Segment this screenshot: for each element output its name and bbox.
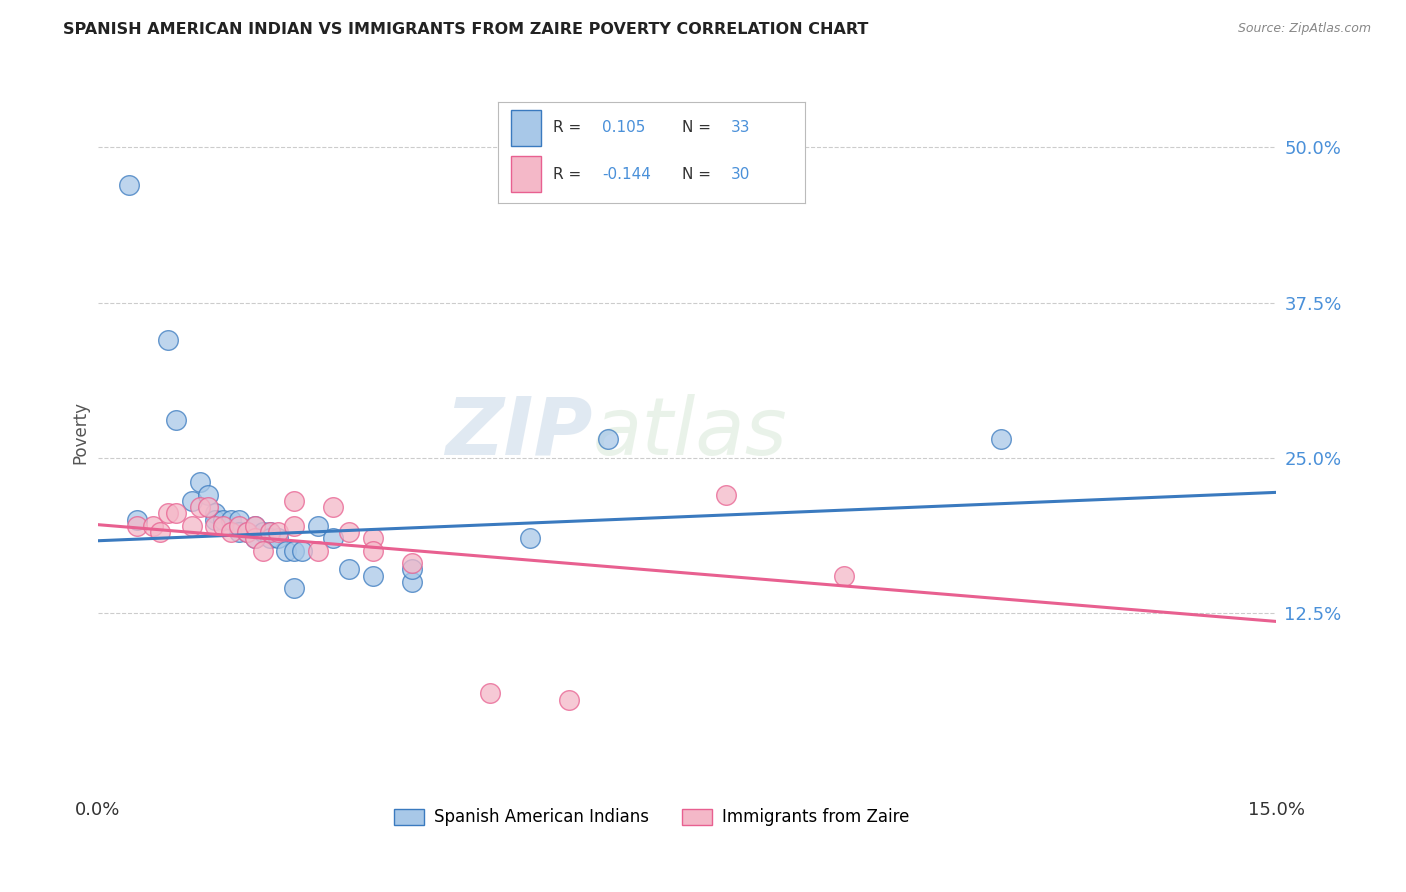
Point xyxy=(259,525,281,540)
Point xyxy=(252,543,274,558)
Point xyxy=(197,500,219,515)
Point xyxy=(212,519,235,533)
Point xyxy=(519,531,541,545)
Point xyxy=(157,333,180,347)
Point xyxy=(219,525,242,540)
Point xyxy=(322,500,344,515)
Y-axis label: Poverty: Poverty xyxy=(72,401,89,465)
Text: SPANISH AMERICAN INDIAN VS IMMIGRANTS FROM ZAIRE POVERTY CORRELATION CHART: SPANISH AMERICAN INDIAN VS IMMIGRANTS FR… xyxy=(63,22,869,37)
Point xyxy=(197,488,219,502)
Point xyxy=(228,513,250,527)
Point xyxy=(219,513,242,527)
Point xyxy=(118,178,141,192)
Point xyxy=(204,507,226,521)
Point xyxy=(598,432,620,446)
Point xyxy=(361,568,384,582)
Point xyxy=(990,432,1012,446)
Point xyxy=(236,525,259,540)
Point xyxy=(283,581,305,595)
Point xyxy=(243,531,266,545)
Point xyxy=(243,519,266,533)
Point xyxy=(337,562,360,576)
Point xyxy=(125,519,148,533)
Point xyxy=(276,543,298,558)
Point xyxy=(165,413,187,427)
Point xyxy=(252,525,274,540)
Point xyxy=(228,525,250,540)
Legend: Spanish American Indians, Immigrants from Zaire: Spanish American Indians, Immigrants fro… xyxy=(385,800,918,835)
Point xyxy=(204,519,226,533)
Point xyxy=(361,531,384,545)
Point xyxy=(259,531,281,545)
Point xyxy=(228,519,250,533)
Point xyxy=(267,531,290,545)
Point xyxy=(322,531,344,545)
Point xyxy=(337,525,360,540)
Text: Source: ZipAtlas.com: Source: ZipAtlas.com xyxy=(1237,22,1371,36)
Text: ZIP: ZIP xyxy=(446,393,592,472)
Point xyxy=(243,531,266,545)
Point xyxy=(283,543,305,558)
Point xyxy=(291,543,314,558)
Point xyxy=(188,500,211,515)
Point xyxy=(307,543,329,558)
Point xyxy=(204,513,226,527)
Point xyxy=(236,525,259,540)
Point xyxy=(149,525,172,540)
Point xyxy=(479,686,502,700)
Point xyxy=(180,519,202,533)
Point xyxy=(267,525,290,540)
Point xyxy=(142,519,165,533)
Point xyxy=(361,543,384,558)
Point xyxy=(125,513,148,527)
Text: atlas: atlas xyxy=(592,393,787,472)
Point xyxy=(714,488,737,502)
Point xyxy=(157,507,180,521)
Point xyxy=(401,562,423,576)
Point xyxy=(307,519,329,533)
Point xyxy=(558,692,581,706)
Point xyxy=(188,475,211,490)
Point xyxy=(165,507,187,521)
Point xyxy=(212,513,235,527)
Point xyxy=(243,519,266,533)
Point xyxy=(401,574,423,589)
Point xyxy=(401,556,423,570)
Point xyxy=(283,494,305,508)
Point xyxy=(283,519,305,533)
Point xyxy=(180,494,202,508)
Point xyxy=(832,568,855,582)
Point xyxy=(259,525,281,540)
